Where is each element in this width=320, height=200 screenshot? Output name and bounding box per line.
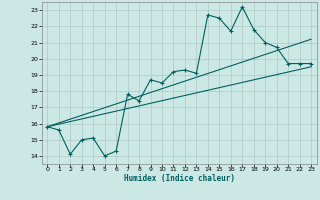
X-axis label: Humidex (Indice chaleur): Humidex (Indice chaleur) [124,174,235,183]
